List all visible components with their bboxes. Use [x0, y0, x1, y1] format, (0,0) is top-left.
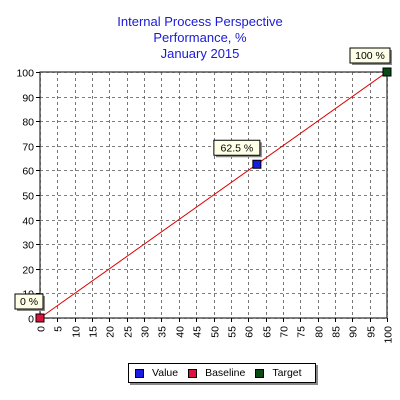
legend-item-value: Value [135, 367, 178, 379]
y-tick-label: 0 [28, 314, 34, 326]
y-tick-label: 60 [22, 166, 34, 178]
y-tick-label: 90 [22, 93, 34, 105]
x-tick-label: 80 [314, 326, 326, 338]
x-tick-label: 85 [331, 326, 343, 338]
data-label-target: 100 % [355, 50, 385, 62]
x-tick-label: 60 [244, 326, 256, 338]
legend-swatch-baseline [188, 368, 198, 378]
legend-swatch-target [255, 368, 265, 378]
x-tick-label: 10 [71, 326, 83, 338]
data-label-value: 62.5 % [221, 142, 254, 154]
x-tick-label: 25 [123, 326, 135, 338]
x-tick-label: 5 [53, 326, 65, 332]
legend-label-target: Target [272, 367, 302, 379]
legend-label-value: Value [152, 367, 179, 379]
x-tick-label: 90 [348, 326, 360, 338]
chart-title-line-3: January 2015 [160, 46, 240, 61]
chart-title-line-1: Internal Process Perspective [117, 14, 283, 29]
legend-item-baseline: Baseline [188, 367, 245, 379]
data-label-baseline: 0 % [20, 296, 38, 308]
data-label-box-value [213, 139, 261, 156]
x-tick-label: 15 [88, 326, 100, 338]
data-label-box-target [349, 47, 391, 64]
y-tick-label: 20 [22, 265, 34, 277]
y-tick-label: 100 [16, 68, 34, 80]
x-tick-label: 100 [383, 326, 395, 344]
data-point-baseline [35, 313, 45, 323]
data-point-value [252, 159, 262, 169]
series-line [39, 71, 388, 319]
chart-title-line-2: Performance, % [153, 30, 247, 45]
chart-title: Internal Process Perspective Performance… [0, 14, 400, 62]
x-tick-label: 50 [210, 326, 222, 338]
legend-label-baseline: Baseline [205, 367, 246, 379]
x-tick-label: 95 [366, 326, 378, 338]
chart-legend: Value Baseline Target [128, 363, 316, 383]
data-point-target [382, 67, 392, 77]
x-tick-label: 55 [227, 326, 239, 338]
y-tick-label: 40 [22, 216, 34, 228]
x-tick-label: 40 [175, 326, 187, 338]
y-tick-label: 80 [22, 117, 34, 129]
x-tick-label: 20 [105, 326, 117, 338]
x-tick-label: 45 [192, 326, 204, 338]
data-label-box-baseline [14, 293, 44, 310]
x-tick-label: 65 [262, 326, 274, 338]
x-tick-label: 35 [157, 326, 169, 338]
legend-swatch-value [135, 368, 144, 378]
y-tick-label: 50 [22, 191, 34, 203]
y-tick-label: 30 [22, 240, 34, 252]
y-tick-label: 70 [22, 142, 34, 154]
x-tick-label: 30 [140, 326, 152, 338]
x-tick-label: 0 [36, 326, 48, 332]
legend-item-target: Target [255, 367, 302, 379]
x-tick-label: 70 [279, 326, 291, 338]
x-tick-label: 75 [296, 326, 308, 338]
